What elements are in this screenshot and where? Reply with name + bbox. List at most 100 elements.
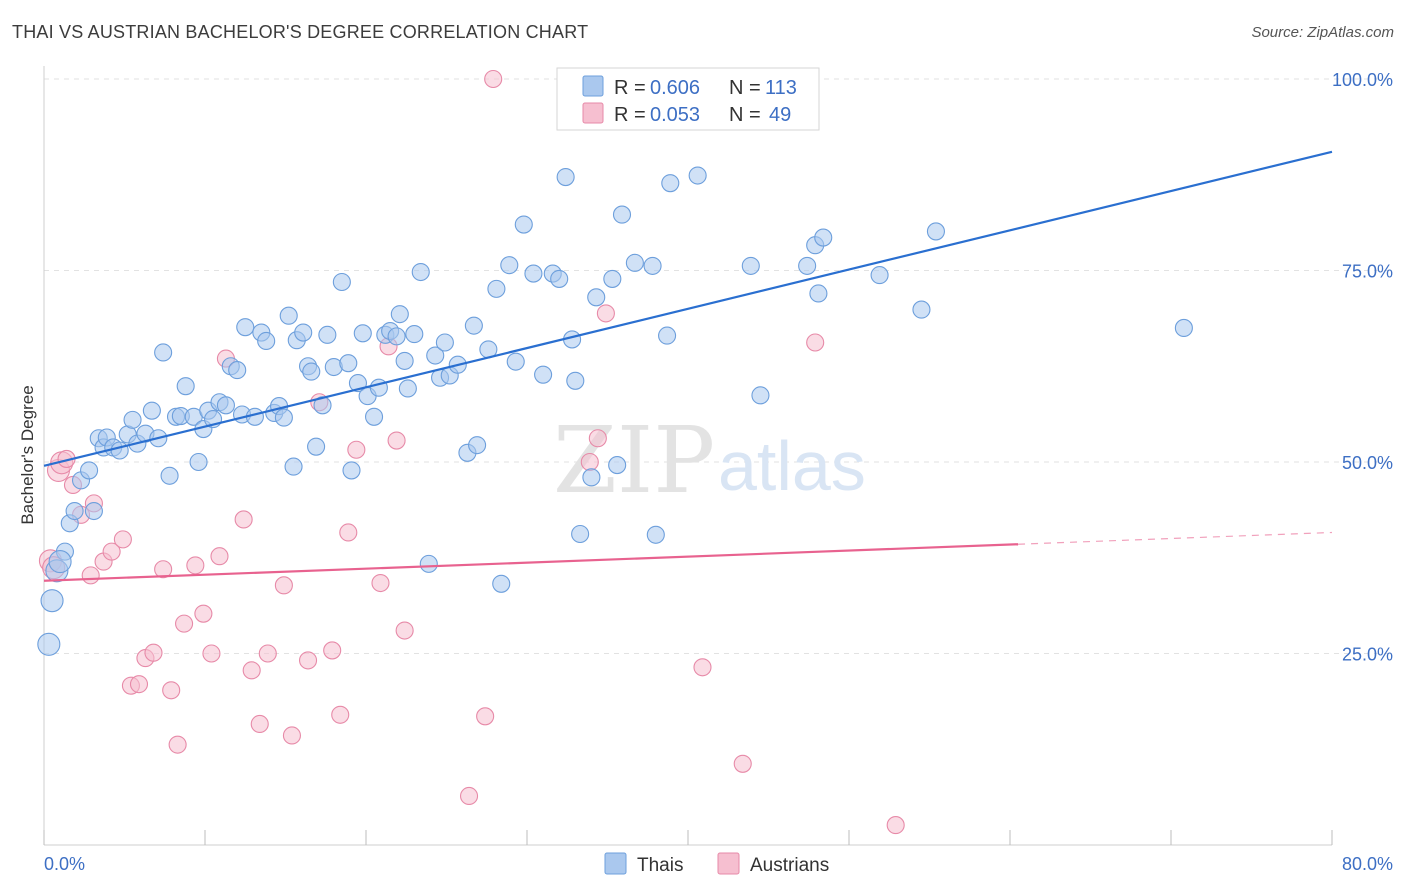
thais-point-112 <box>48 550 72 574</box>
watermark-atlas: atlas <box>718 427 866 505</box>
legend-n-label-austrians: N = <box>729 104 761 126</box>
thais-point-92 <box>587 288 606 307</box>
trend-lines <box>43 150 1333 582</box>
austrians-point-41 <box>459 786 479 806</box>
watermark-zip: ZIP <box>553 407 715 514</box>
austrians-point-20 <box>186 556 205 575</box>
austrians-point-43 <box>484 69 503 89</box>
chart-title: THAI VS AUSTRIAN BACHELOR'S DEGREE CORRE… <box>12 22 589 42</box>
grid-lines <box>44 78 1392 654</box>
y-tick-label-50: 50.0% <box>1342 453 1393 473</box>
bottom-legend-swatch-austrians <box>717 852 740 875</box>
thais-point-48 <box>307 437 326 456</box>
bottom-legend-label-austrians: Austrians <box>750 855 829 876</box>
austrians-point-13 <box>129 675 149 694</box>
thais-point-69 <box>426 346 445 365</box>
austrians-point-35 <box>339 523 358 542</box>
thais-point-90 <box>571 524 590 544</box>
austrians-point-31 <box>298 651 318 670</box>
thais-point-5 <box>65 501 84 521</box>
austrians-point-34 <box>331 705 350 724</box>
legend-r-value-thais: 0.606 <box>650 77 700 99</box>
thais-point-79 <box>492 574 511 593</box>
thais-point-63 <box>390 305 409 324</box>
thais-point-7 <box>80 461 99 480</box>
legend-n-value-austrians: 49 <box>769 104 791 126</box>
thais-point-0 <box>37 632 61 656</box>
thais-point-100 <box>661 174 680 193</box>
thais-point-80 <box>500 256 519 275</box>
bottom-legend-swatch-thais <box>604 852 627 875</box>
thais-point-75 <box>464 316 483 335</box>
thais-point-52 <box>332 272 351 292</box>
austrians-point-28 <box>258 644 277 663</box>
series-legend: Thais Austrians <box>604 852 829 876</box>
thais-point-53 <box>339 354 358 373</box>
thais-point-35 <box>236 318 255 337</box>
thais-point-81 <box>506 352 525 371</box>
austrians-point-18 <box>168 735 187 754</box>
legend-r-label-thais: R = <box>614 77 646 99</box>
thais-point-41 <box>274 408 293 427</box>
thais-point-109 <box>912 300 931 319</box>
legend-r-value-austrians: 0.053 <box>650 104 700 126</box>
thais-point-8 <box>84 501 103 521</box>
legend-r-label-austrians: R = <box>614 104 646 126</box>
thais-point-47 <box>302 362 321 381</box>
thais-point-110 <box>926 222 945 241</box>
thais-point-33 <box>228 361 247 380</box>
thais-point-76 <box>468 436 487 455</box>
austrians-point-27 <box>250 714 269 734</box>
thais-point-24 <box>176 377 195 396</box>
y-tick-labels: 25.0% 50.0% 75.0% 100.0% <box>1332 70 1393 665</box>
thais-point-20 <box>154 343 173 362</box>
thais-point-26 <box>189 452 208 472</box>
thais-point-101 <box>688 166 707 185</box>
austrians-point-15 <box>144 643 163 662</box>
austrians-point-44 <box>580 452 599 472</box>
axes <box>43 66 1333 846</box>
austrians-point-49 <box>806 333 825 352</box>
thais-point-56 <box>353 324 372 343</box>
thais-point-65 <box>398 379 417 398</box>
thais-point-87 <box>556 167 575 187</box>
thais-point-89 <box>566 371 585 390</box>
austrians-point-48 <box>733 754 752 773</box>
x-tick-label-min: 0.0% <box>44 854 85 874</box>
austrians-point-29 <box>274 576 293 595</box>
thais-point-38 <box>257 331 276 351</box>
thais-point-54 <box>342 461 361 480</box>
austrians-point-10 <box>102 542 121 561</box>
austrians-point-11 <box>113 530 132 549</box>
austrians-point-42 <box>476 707 495 726</box>
thais-point-94 <box>608 456 627 475</box>
thais-point-95 <box>612 205 632 224</box>
thais-point-107 <box>814 228 833 247</box>
thais-point-99 <box>658 326 677 345</box>
thais-point-102 <box>741 256 760 275</box>
austrians-point-47 <box>693 658 712 677</box>
austrians-point-22 <box>202 644 221 663</box>
thais-point-83 <box>524 264 543 283</box>
thais-point-67 <box>411 262 430 282</box>
thais-point-13 <box>110 441 129 460</box>
y-tick-label-25: 25.0% <box>1342 645 1393 665</box>
thais-point-91 <box>582 468 601 487</box>
thais-point-103 <box>751 386 770 405</box>
zipatlas-watermark: ZIP atlas <box>553 407 866 514</box>
thais-point-78 <box>487 279 506 298</box>
thais-point-97 <box>643 256 662 275</box>
thais-point-21 <box>160 466 179 485</box>
austrians-point-50 <box>886 816 905 835</box>
thais-point-66 <box>405 325 424 344</box>
thais-point-68 <box>419 554 438 573</box>
x-tick-label-max: 80.0% <box>1342 854 1393 874</box>
thais-point-93 <box>603 269 622 288</box>
austrians-point-39 <box>387 431 406 450</box>
thais-point-15 <box>123 410 142 429</box>
austrians-point-16 <box>154 560 173 579</box>
y-tick-label-75: 75.0% <box>1342 262 1393 282</box>
legend-n-label-thais: N = <box>729 77 761 99</box>
thais-point-86 <box>550 269 569 288</box>
